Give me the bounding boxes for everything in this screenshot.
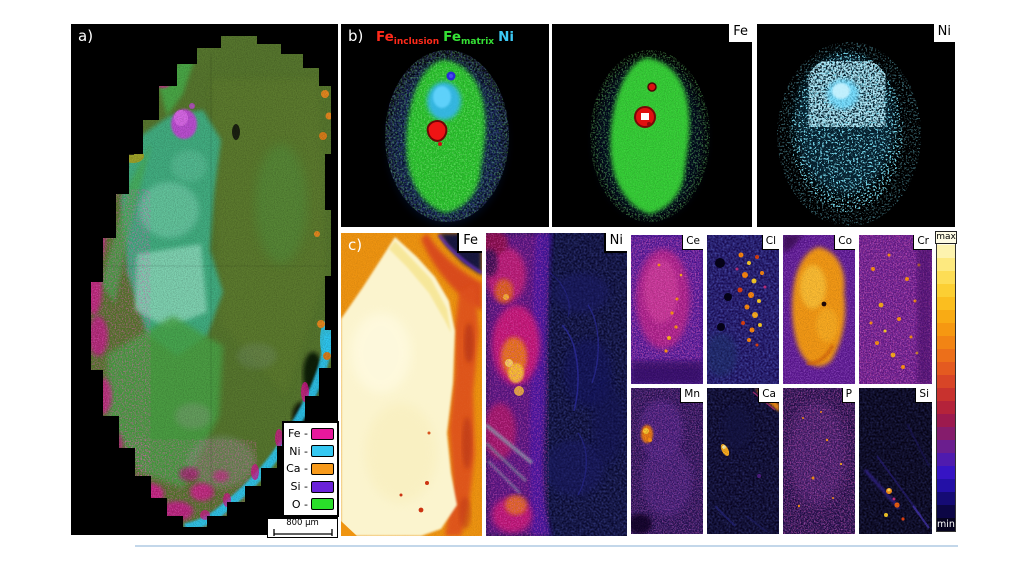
ni-title: Ni xyxy=(498,29,515,45)
scale-bar-label: 800 µm xyxy=(286,518,319,528)
legend-label-si: Si - xyxy=(290,480,308,494)
legend-item-fe: Fe - xyxy=(286,427,334,441)
bottom-divider-line xyxy=(135,545,958,547)
c-fe-map-art xyxy=(341,233,482,536)
panel-a-legend: Fe - Ni - Ca - Si - O - xyxy=(282,421,339,517)
panel-b-label: b) xyxy=(348,27,364,45)
legend-swatch-ni xyxy=(311,445,334,458)
scale-bar-line xyxy=(272,529,333,536)
legend-swatch-ca xyxy=(311,462,334,475)
si-map-art xyxy=(859,388,932,534)
composite-map-art xyxy=(341,24,549,227)
si-map-label: Si xyxy=(915,388,932,403)
co-map-art xyxy=(783,235,855,384)
mn-map-art xyxy=(631,388,703,534)
composite-map-title: Feinclusion Fematrix Ni xyxy=(341,29,549,47)
fe-matrix-title: Fematrix xyxy=(443,29,495,47)
fe-inclusion-title: Feinclusion xyxy=(375,29,440,47)
colorbar-gradient xyxy=(936,231,956,532)
scale-bar: 800 µm xyxy=(267,518,338,538)
legend-item-o: O - xyxy=(286,497,334,511)
legend-item-ni: Ni - xyxy=(286,444,334,458)
mn-map-label: Mn xyxy=(680,388,703,403)
legend-label-ni: Ni - xyxy=(289,444,308,458)
panel-b-ni-map: Ni xyxy=(757,24,955,227)
legend-label-ca: Ca - xyxy=(286,462,308,476)
legend-swatch-si xyxy=(311,480,334,493)
ce-map-label: Ce xyxy=(682,235,703,250)
legend-item-ca: Ca - xyxy=(286,462,334,476)
b-ni-map-label: Ni xyxy=(931,24,955,44)
panel-c-map-cl: Cl xyxy=(707,235,779,384)
ca-map-label: Ca xyxy=(758,388,779,403)
panel-b-fe-map: Fe xyxy=(552,24,752,227)
legend-swatch-o xyxy=(311,498,334,511)
colorbar-min-label: min xyxy=(937,519,955,530)
p-map-art xyxy=(783,388,855,534)
phase-map-art xyxy=(71,24,338,535)
cr-map-label: Cr xyxy=(913,235,932,250)
panel-a-phase-map: a) Fe - Ni - Ca - Si - O - xyxy=(71,24,339,538)
b-fe-map-label: Fe xyxy=(727,24,752,44)
legend-item-si: Si - xyxy=(286,480,334,494)
cl-map-label: Cl xyxy=(761,235,779,250)
panel-c-map-co: Co xyxy=(783,235,855,384)
panel-c-map-ca: Ca xyxy=(707,388,779,534)
panel-b-composite-map: b) Feinclusion Fematrix Ni xyxy=(341,24,549,227)
panel-c-map-p: P xyxy=(783,388,855,534)
panel-c-map-cr: Cr xyxy=(859,235,932,384)
cr-map-art xyxy=(859,235,932,384)
legend-label-o: O - xyxy=(291,497,308,511)
ca-map-art xyxy=(707,388,779,534)
intensity-colorbar: max min xyxy=(935,231,957,532)
panel-c-map-mn: Mn xyxy=(631,388,703,534)
c-fe-map-label: Fe xyxy=(457,233,482,253)
panel-a-label: a) xyxy=(78,27,94,45)
legend-label-fe: Fe - xyxy=(288,427,308,441)
co-map-label: Co xyxy=(834,235,855,250)
c-ni-map-label: Ni xyxy=(603,233,627,253)
b-fe-map-art xyxy=(552,24,752,227)
panel-c-fe-map: c) Fe xyxy=(341,233,482,536)
colorbar-max-label: max xyxy=(935,231,957,244)
p-map-label: P xyxy=(841,388,855,403)
panel-c-label: c) xyxy=(348,236,363,254)
ce-map-art xyxy=(631,235,703,384)
b-ni-map-art xyxy=(757,24,955,227)
panel-c-map-ce: Ce xyxy=(631,235,703,384)
cl-map-art xyxy=(707,235,779,384)
c-ni-map-art xyxy=(486,233,627,536)
panel-c-map-si: Si xyxy=(859,388,932,534)
panel-c-ni-map: Ni xyxy=(486,233,627,536)
legend-swatch-fe xyxy=(311,427,334,440)
